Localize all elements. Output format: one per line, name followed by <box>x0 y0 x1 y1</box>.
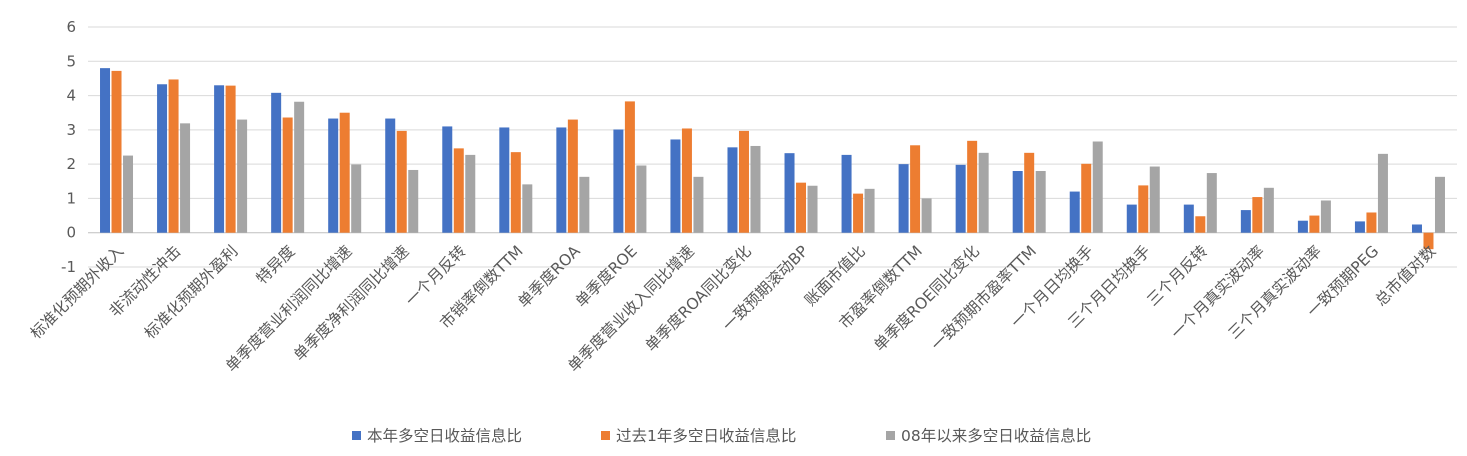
x-tick-label: 标准化预期外收入 <box>27 242 127 342</box>
bar <box>841 154 852 233</box>
bar <box>214 85 225 233</box>
x-tick-label: 特异度 <box>253 242 299 288</box>
y-tick-label: 3 <box>66 121 76 139</box>
bar <box>271 92 282 233</box>
x-tick-label: 单季度ROE同比变化 <box>870 242 983 355</box>
bar <box>853 193 864 233</box>
legend-swatch <box>886 431 895 440</box>
bar <box>1320 200 1331 233</box>
bar <box>1012 171 1023 233</box>
bar <box>1263 187 1274 233</box>
y-tick-label: 5 <box>66 52 76 70</box>
bar <box>921 198 932 233</box>
bar <box>624 101 635 233</box>
bar <box>1366 212 1377 233</box>
bar <box>1183 204 1194 233</box>
bar <box>328 118 339 233</box>
x-tick-label: 单季度ROA同比变化 <box>642 242 755 355</box>
y-tick-label: 6 <box>66 18 76 36</box>
legend-label: 过去1年多空日收益信息比 <box>616 427 796 445</box>
bar <box>579 176 590 233</box>
bar <box>636 165 647 233</box>
bar <box>567 119 578 233</box>
bar <box>796 182 807 233</box>
bar <box>294 101 305 233</box>
bar <box>978 152 989 233</box>
bar <box>339 112 350 233</box>
bar <box>556 127 567 233</box>
bar <box>225 85 236 233</box>
bar <box>396 130 407 233</box>
bar <box>385 118 396 233</box>
bar <box>1035 171 1046 233</box>
bar <box>1069 191 1080 233</box>
bar <box>613 129 624 233</box>
bar <box>955 164 966 233</box>
bar <box>1297 220 1308 233</box>
bar <box>157 84 168 233</box>
bar <box>1377 153 1388 233</box>
bar <box>967 140 978 233</box>
bar <box>442 126 453 233</box>
bar <box>522 184 533 233</box>
bar <box>738 130 749 233</box>
bar <box>237 119 248 233</box>
legend-label: 本年多空日收益信息比 <box>367 427 522 445</box>
legend-swatch <box>601 431 610 440</box>
bar <box>1354 221 1365 233</box>
bars <box>100 68 1445 250</box>
x-tick-label: 单季度净利润同比增速 <box>290 242 412 364</box>
y-tick-label: 2 <box>66 155 76 173</box>
bar <box>681 128 692 233</box>
bar <box>1411 224 1422 233</box>
bar <box>1081 163 1092 233</box>
bar <box>351 164 362 233</box>
bar <box>898 164 909 233</box>
bar <box>1423 232 1434 250</box>
bar <box>670 139 681 233</box>
bar <box>910 145 921 233</box>
bar <box>1149 166 1160 233</box>
bar <box>727 147 738 233</box>
bar <box>100 68 111 233</box>
gridlines <box>88 26 1457 268</box>
bar <box>510 152 521 233</box>
bar <box>1252 197 1263 233</box>
bar <box>784 153 795 233</box>
y-axis-ticks: -1 0 1 2 3 4 5 6 <box>61 18 76 276</box>
bar <box>807 185 818 233</box>
bar <box>111 70 122 233</box>
bar <box>1195 216 1206 233</box>
bar <box>499 127 510 233</box>
bar <box>1434 176 1445 233</box>
x-tick-label: 总市值对数 <box>1372 242 1440 310</box>
legend-swatch <box>352 431 361 440</box>
bar <box>1138 185 1149 233</box>
bar <box>465 154 476 233</box>
y-tick-label: 1 <box>66 189 76 207</box>
bar <box>282 117 293 233</box>
bar <box>1126 204 1137 233</box>
bar <box>453 148 464 233</box>
bar <box>180 123 191 233</box>
y-tick-label: -1 <box>61 258 76 276</box>
bar <box>1024 152 1035 233</box>
bar <box>1092 141 1103 233</box>
y-tick-label: 0 <box>66 224 76 242</box>
bar <box>750 145 761 233</box>
bar <box>693 176 704 233</box>
legend: 本年多空日收益信息比 过去1年多空日收益信息比 08年以来多空日收益信息比 <box>352 427 1091 445</box>
bar <box>408 169 419 233</box>
bar <box>123 155 134 233</box>
legend-label: 08年以来多空日收益信息比 <box>901 427 1091 445</box>
bar <box>864 188 875 233</box>
bar <box>1309 215 1320 233</box>
bar <box>1240 210 1251 233</box>
x-tick-label: 一致预期市盈率TTM <box>928 242 1040 354</box>
bar <box>168 79 179 233</box>
bar <box>1206 173 1217 233</box>
y-tick-label: 4 <box>66 87 76 105</box>
